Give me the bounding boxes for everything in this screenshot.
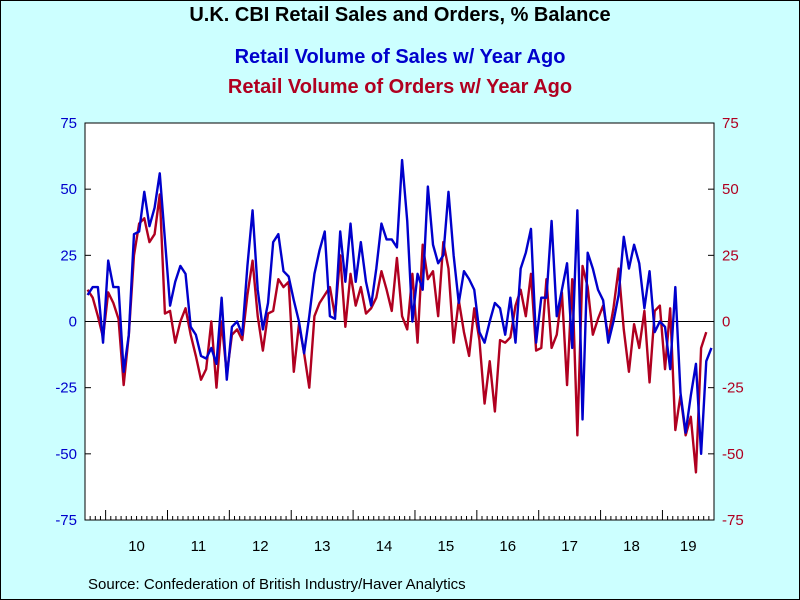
x-tick-label: 11 [191,538,207,555]
series-title-sales: Retail Volume of Sales w/ Year Ago [234,46,566,68]
y-tick-label-left: 75 [60,115,77,132]
x-tick-label: 10 [128,538,145,555]
x-tick-label: 14 [376,538,393,555]
y-tick-label-left: -25 [55,380,77,397]
y-tick-label-left: -50 [55,446,77,463]
y-tick-label-left: 50 [60,181,77,198]
x-tick-label: 17 [561,538,578,555]
x-tick-label: 12 [252,538,269,555]
x-tick-label: 15 [438,538,455,555]
x-tick-label: 19 [680,538,697,555]
y-tick-label-right: 0 [722,314,730,331]
y-tick-label-right: -75 [722,512,744,529]
y-tick-label-right: 25 [722,247,739,264]
series-title-orders: Retail Volume of Orders w/ Year Ago [227,76,573,98]
y-tick-label-right: 50 [722,181,739,198]
x-tick-label: 13 [314,538,331,555]
x-tick-label: 16 [499,538,516,555]
x-tick-label: 18 [623,538,640,555]
source-note: Source: Confederation of British Industr… [88,576,466,593]
y-tick-label-right: -50 [722,446,744,463]
y-tick-label-left: -75 [55,512,77,529]
y-tick-label-left: 0 [69,314,77,331]
series-line-sales [86,158,713,456]
chart-title: U.K. CBI Retail Sales and Orders, % Bala… [189,4,611,26]
y-tick-label-left: 25 [60,247,77,264]
y-tick-label-right: 75 [722,115,739,132]
y-tick-label-right: -25 [722,380,744,397]
